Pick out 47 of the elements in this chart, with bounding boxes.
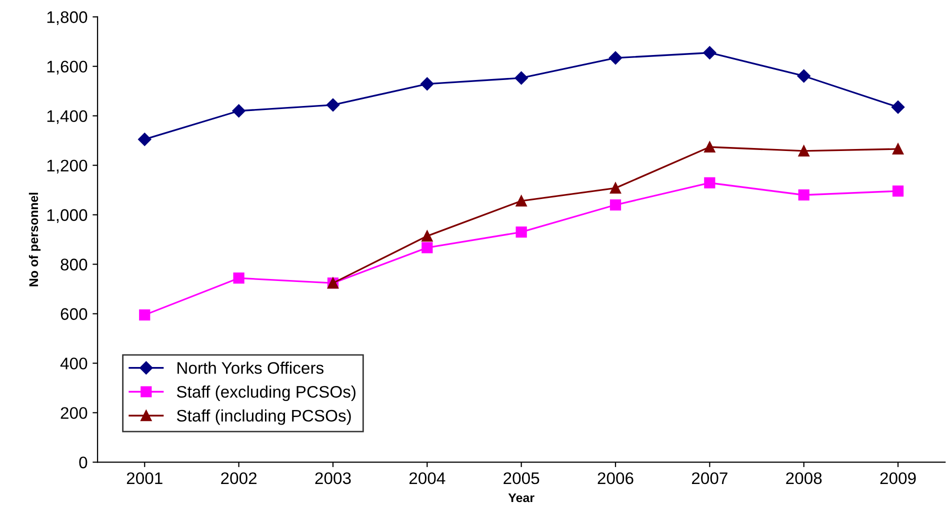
point (798, 189, 810, 201)
point (610, 199, 622, 210)
x-tick-label: 2002 (221, 472, 257, 484)
y-tick-label: 400 (60, 358, 88, 370)
x-axis-title: Year (508, 493, 534, 502)
y-tick-label: 0 (79, 456, 88, 468)
point (422, 230, 433, 242)
y-tick-label: 600 (60, 308, 88, 320)
point (610, 182, 622, 194)
y-tick-label: 1,400 (47, 110, 88, 124)
legend-label: Staff (including PCSOs) (176, 409, 351, 425)
point (326, 98, 340, 112)
y-tick-label: 1,600 (47, 60, 88, 75)
x-tick-label: 2003 (315, 472, 351, 484)
legend-label: North Yorks Officers (178, 362, 324, 374)
point (891, 100, 905, 114)
y-axis-title: No of personnel (28, 192, 41, 286)
point (516, 226, 527, 238)
x-tick-label: 2005 (504, 472, 540, 484)
point (892, 143, 904, 155)
y-tick-label: 1,000 (47, 209, 88, 223)
point (516, 195, 527, 206)
point (892, 185, 904, 197)
x-tick-label: 2009 (880, 472, 916, 484)
x-tick-label: 2007 (692, 472, 728, 484)
y-tick-label: 800 (60, 258, 88, 270)
point (420, 77, 434, 90)
point (233, 272, 244, 284)
point (797, 69, 810, 83)
x-tick-label: 2004 (409, 472, 446, 484)
y-tick-label: 1,800 (47, 11, 88, 26)
legend-label: Staff (excluding PCSOs) (176, 386, 356, 402)
point (798, 145, 810, 157)
point (514, 71, 528, 85)
point (422, 242, 433, 254)
point (232, 104, 246, 118)
point (703, 46, 716, 60)
x-tick-label: 2008 (786, 472, 822, 484)
y-tick-label: 1,200 (47, 160, 88, 174)
point (138, 132, 152, 146)
point (704, 141, 716, 153)
point (139, 309, 150, 321)
y-tick-label: 200 (60, 407, 88, 419)
x-tick-label: 2006 (598, 472, 634, 484)
point (608, 51, 622, 65)
point (704, 177, 716, 188)
x-tick-label: 2001 (126, 472, 162, 484)
